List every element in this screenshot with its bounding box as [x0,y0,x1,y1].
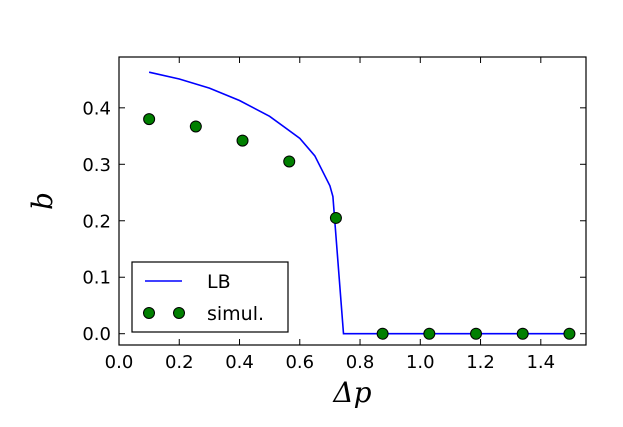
legend: LB simul. [131,261,289,333]
data-point [516,327,529,340]
legend-label-simul: simul. [207,303,264,325]
legend-label-lb: LB [207,271,231,293]
data-point [189,120,202,133]
y-tick-label: 0.1 [82,268,111,289]
x-tick-label: 0.4 [225,352,254,373]
legend-marker-simul [143,307,155,319]
data-point [563,327,576,340]
series-line-lb [148,71,571,335]
y-tick-label: 0.2 [82,211,111,232]
data-point [143,113,156,126]
ticks [118,57,586,345]
legend-marker-simul [173,307,185,319]
y-tick-label: 0.0 [82,324,111,345]
y-tick-label: 0.4 [82,98,111,119]
data-point [236,134,249,147]
data-point [329,211,342,224]
x-tick-label: 1.2 [466,352,495,373]
x-axis-label: Δp [332,376,371,409]
plot-frame [118,56,587,346]
x-tick-label: 0.8 [346,352,375,373]
x-tick-label: 1.0 [406,352,435,373]
y-tick-label: 0.3 [82,155,111,176]
data-point [423,327,436,340]
plot-area [143,71,576,340]
x-tick-label: 0.0 [105,352,134,373]
y-axis-label: b [26,192,59,210]
series-points-simul [143,113,576,340]
data-point [470,327,483,340]
x-tick-label: 0.2 [165,352,194,373]
tick-labels: 0.0 0.2 0.4 0.6 0.8 1.0 1.2 1.4 0.0 0.1 0.2 0.3 0.4 [82,98,555,373]
data-point [376,327,389,340]
x-tick-label: 0.6 [285,352,314,373]
data-point [283,155,296,168]
x-tick-label: 1.4 [526,352,555,373]
legend-box [131,261,289,333]
